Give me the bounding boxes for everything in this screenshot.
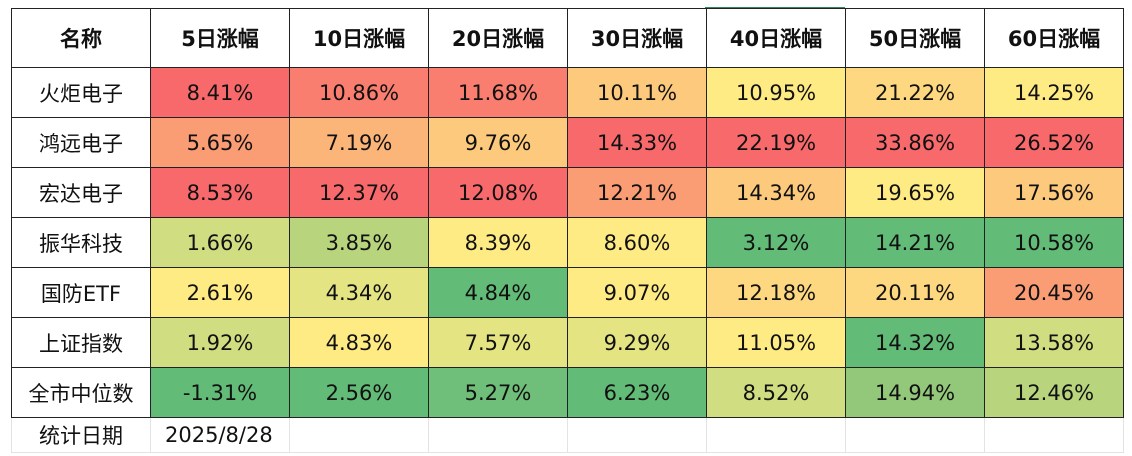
value-cell[interactable]: 10.86% <box>289 67 429 118</box>
value-cell[interactable]: 14.25% <box>984 67 1124 118</box>
empty-cell[interactable] <box>567 417 707 453</box>
table-row: 国防ETF 2.61% 4.34% 4.84% 9.07% 12.18% 20.… <box>11 267 1124 318</box>
value-cell[interactable]: 5.65% <box>150 117 290 168</box>
value-cell[interactable]: 9.29% <box>567 317 707 368</box>
value-cell[interactable]: 8.53% <box>150 167 290 218</box>
value-cell[interactable]: 5.27% <box>428 367 568 418</box>
value-cell[interactable]: 4.84% <box>428 267 568 318</box>
value-cell[interactable]: 22.19% <box>706 117 846 168</box>
value-cell[interactable]: 12.18% <box>706 267 846 318</box>
value-cell[interactable]: 9.07% <box>567 267 707 318</box>
footer-row: 统计日期 2025/8/28 <box>11 417 1124 453</box>
value-cell[interactable]: 8.52% <box>706 367 846 418</box>
value-cell[interactable]: 20.45% <box>984 267 1124 318</box>
header-cell[interactable]: 20日涨幅 <box>428 8 568 68</box>
value-cell[interactable]: 8.60% <box>567 217 707 268</box>
header-cell[interactable]: 50日涨幅 <box>845 8 985 68</box>
row-name-cell[interactable]: 国防ETF <box>11 267 151 318</box>
value-cell[interactable]: 11.05% <box>706 317 846 368</box>
value-cell[interactable]: 1.92% <box>150 317 290 368</box>
table-row: 全市中位数 -1.31% 2.56% 5.27% 6.23% 8.52% 14.… <box>11 367 1124 418</box>
value-cell[interactable]: 7.19% <box>289 117 429 168</box>
value-cell[interactable]: 4.83% <box>289 317 429 368</box>
value-cell[interactable]: 20.11% <box>845 267 985 318</box>
value-cell[interactable]: 10.58% <box>984 217 1124 268</box>
row-name-cell[interactable]: 振华科技 <box>11 217 151 268</box>
header-cell[interactable]: 名称 <box>11 8 151 68</box>
table-row: 鸿远电子 5.65% 7.19% 9.76% 14.33% 22.19% 33.… <box>11 117 1124 168</box>
header-cell[interactable]: 40日涨幅 <box>706 8 846 68</box>
value-cell[interactable]: 1.66% <box>150 217 290 268</box>
row-name-cell[interactable]: 宏达电子 <box>11 167 151 218</box>
value-cell[interactable]: 3.85% <box>289 217 429 268</box>
value-cell[interactable]: 2.61% <box>150 267 290 318</box>
header-cell[interactable]: 5日涨幅 <box>150 8 290 68</box>
value-cell[interactable]: 12.08% <box>428 167 568 218</box>
row-name-cell[interactable]: 鸿远电子 <box>11 117 151 168</box>
value-cell[interactable]: 10.11% <box>567 67 707 118</box>
table-row: 火炬电子 8.41% 10.86% 11.68% 10.11% 10.95% 2… <box>11 67 1124 118</box>
value-cell[interactable]: 9.76% <box>428 117 568 168</box>
table-row: 振华科技 1.66% 3.85% 8.39% 8.60% 3.12% 14.21… <box>11 217 1124 268</box>
value-cell[interactable]: 19.65% <box>845 167 985 218</box>
value-cell[interactable]: 4.34% <box>289 267 429 318</box>
value-cell[interactable]: 12.21% <box>567 167 707 218</box>
value-cell[interactable]: -1.31% <box>150 367 290 418</box>
value-cell[interactable]: 14.21% <box>845 217 985 268</box>
table-row: 上证指数 1.92% 4.83% 7.57% 9.29% 11.05% 14.3… <box>11 317 1124 368</box>
value-cell[interactable]: 33.86% <box>845 117 985 168</box>
value-cell[interactable]: 8.39% <box>428 217 568 268</box>
value-cell[interactable]: 6.23% <box>567 367 707 418</box>
value-cell[interactable]: 2.56% <box>289 367 429 418</box>
header-cell[interactable]: 30日涨幅 <box>567 8 707 68</box>
empty-cell[interactable] <box>845 417 985 453</box>
value-cell[interactable]: 14.34% <box>706 167 846 218</box>
table-row: 宏达电子 8.53% 12.37% 12.08% 12.21% 14.34% 1… <box>11 167 1124 218</box>
header-cell[interactable]: 60日涨幅 <box>984 8 1124 68</box>
value-cell[interactable]: 11.68% <box>428 67 568 118</box>
value-cell[interactable]: 8.41% <box>150 67 290 118</box>
header-row: 名称 5日涨幅 10日涨幅 20日涨幅 30日涨幅 40日涨幅 50日涨幅 60… <box>11 8 1124 68</box>
row-name-cell[interactable]: 上证指数 <box>11 317 151 368</box>
value-cell[interactable]: 12.37% <box>289 167 429 218</box>
empty-cell[interactable] <box>984 417 1124 453</box>
header-cell[interactable]: 10日涨幅 <box>289 8 429 68</box>
returns-table: 名称 5日涨幅 10日涨幅 20日涨幅 30日涨幅 40日涨幅 50日涨幅 60… <box>11 8 1124 453</box>
stat-date-value[interactable]: 2025/8/28 <box>150 417 290 453</box>
row-name-cell[interactable]: 火炬电子 <box>11 67 151 118</box>
empty-cell[interactable] <box>428 417 568 453</box>
value-cell[interactable]: 21.22% <box>845 67 985 118</box>
value-cell[interactable]: 3.12% <box>706 217 846 268</box>
value-cell[interactable]: 14.32% <box>845 317 985 368</box>
value-cell[interactable]: 7.57% <box>428 317 568 368</box>
stat-date-label[interactable]: 统计日期 <box>11 417 151 453</box>
value-cell[interactable]: 26.52% <box>984 117 1124 168</box>
row-name-cell[interactable]: 全市中位数 <box>11 367 151 418</box>
value-cell[interactable]: 10.95% <box>706 67 846 118</box>
value-cell[interactable]: 17.56% <box>984 167 1124 218</box>
value-cell[interactable]: 13.58% <box>984 317 1124 368</box>
empty-cell[interactable] <box>706 417 846 453</box>
value-cell[interactable]: 14.94% <box>845 367 985 418</box>
empty-cell[interactable] <box>289 417 429 453</box>
value-cell[interactable]: 14.33% <box>567 117 707 168</box>
value-cell[interactable]: 12.46% <box>984 367 1124 418</box>
